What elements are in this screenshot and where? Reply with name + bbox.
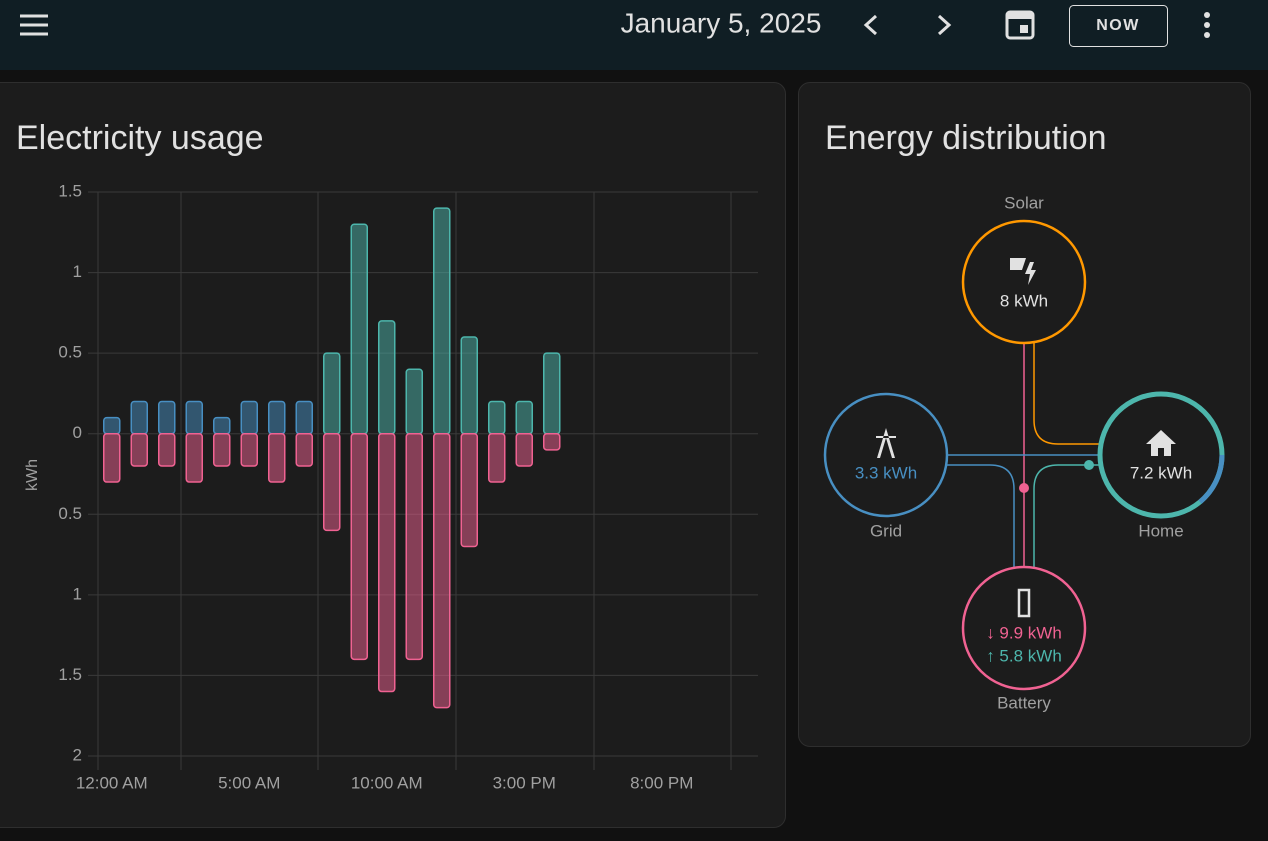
bar <box>185 432 203 483</box>
bar <box>213 416 231 435</box>
battery-label: Battery <box>997 693 1051 712</box>
top-bar <box>0 0 1268 70</box>
x-tick-label: 5:00 AM <box>218 773 280 792</box>
bar <box>378 432 396 693</box>
y-tick-label: 0.5 <box>58 343 82 362</box>
bar <box>405 368 423 435</box>
bar <box>185 400 203 435</box>
y-tick-label: 1.5 <box>58 665 82 684</box>
solar-label: Solar <box>1004 193 1044 212</box>
x-tick-label: 12:00 AM <box>76 773 148 792</box>
menu-button[interactable] <box>20 14 48 36</box>
chart: 1.5 1 0.5 0 0.5 1 1.5 2 12:00 AM 5:00 AM 10:00 AM 3… <box>58 181 758 792</box>
y-tick-label: 2 <box>73 745 82 764</box>
x-tick-label: 3:00 PM <box>493 773 556 792</box>
bar <box>515 400 533 435</box>
y-tick-label: 0.5 <box>58 504 82 523</box>
bar <box>103 416 121 435</box>
chart-title: Electricity usage <box>16 119 264 157</box>
y-tick-label: 1.5 <box>58 181 82 200</box>
bar <box>350 432 368 661</box>
now-label: NOW <box>1096 17 1140 34</box>
icons <box>876 258 1176 618</box>
home-label: Home <box>1138 521 1183 540</box>
bar <box>433 432 451 709</box>
bar <box>268 432 286 483</box>
y-tick-label: 1 <box>73 584 82 603</box>
bar <box>378 320 396 435</box>
bar <box>405 432 423 661</box>
bar <box>460 432 478 548</box>
grid-value: 3.3 kWh <box>855 463 917 482</box>
solar-node[interactable] <box>961 219 1087 345</box>
solar-value: 8 kWh <box>1000 291 1048 310</box>
bar <box>295 400 313 435</box>
bar <box>158 432 176 467</box>
bar <box>240 432 258 467</box>
y-tick-label: 1 <box>73 262 82 281</box>
date: January 5, 2025 <box>621 7 822 38</box>
bar <box>323 432 341 532</box>
home-grid-arc <box>1198 454 1225 504</box>
flow-dot <box>1019 483 1029 493</box>
bar <box>158 400 176 435</box>
bar <box>213 432 231 467</box>
vertical-grid <box>97 192 732 770</box>
battery-in: ↓ 9.9 kWh <box>986 623 1062 642</box>
y-axis-label: kWh <box>24 459 41 491</box>
battery-out: ↑ 5.8 kWh <box>986 646 1062 665</box>
home-value: 7.2 kWh <box>1130 463 1192 482</box>
previous-button[interactable] <box>863 14 878 36</box>
x-tick-label: 10:00 AM <box>351 773 423 792</box>
next-button[interactable] <box>937 14 952 36</box>
bar <box>543 352 561 435</box>
bar <box>323 352 341 435</box>
bar <box>268 400 286 435</box>
bar <box>130 432 148 467</box>
grid-node[interactable] <box>823 392 949 518</box>
calendar-button[interactable] <box>1005 10 1035 40</box>
now-button[interactable] <box>1069 5 1168 47</box>
bar <box>515 432 533 467</box>
bar <box>543 432 561 451</box>
bar <box>460 336 478 435</box>
bar <box>103 432 121 483</box>
bar <box>433 207 451 435</box>
flows <box>947 343 1100 567</box>
bar <box>240 400 258 435</box>
bar <box>295 432 313 467</box>
bar <box>488 432 506 483</box>
distribution-title: Energy distribution <box>825 119 1107 157</box>
x-tick-label: 8:00 PM <box>630 773 693 792</box>
bar <box>350 223 368 435</box>
bar <box>130 400 148 435</box>
flow-dot <box>1084 460 1094 470</box>
y-tick-label: 0 <box>73 423 82 442</box>
grid-label: Grid <box>870 521 902 540</box>
bar <box>488 400 506 435</box>
battery-node[interactable] <box>961 565 1087 691</box>
more-button[interactable] <box>1204 12 1210 38</box>
